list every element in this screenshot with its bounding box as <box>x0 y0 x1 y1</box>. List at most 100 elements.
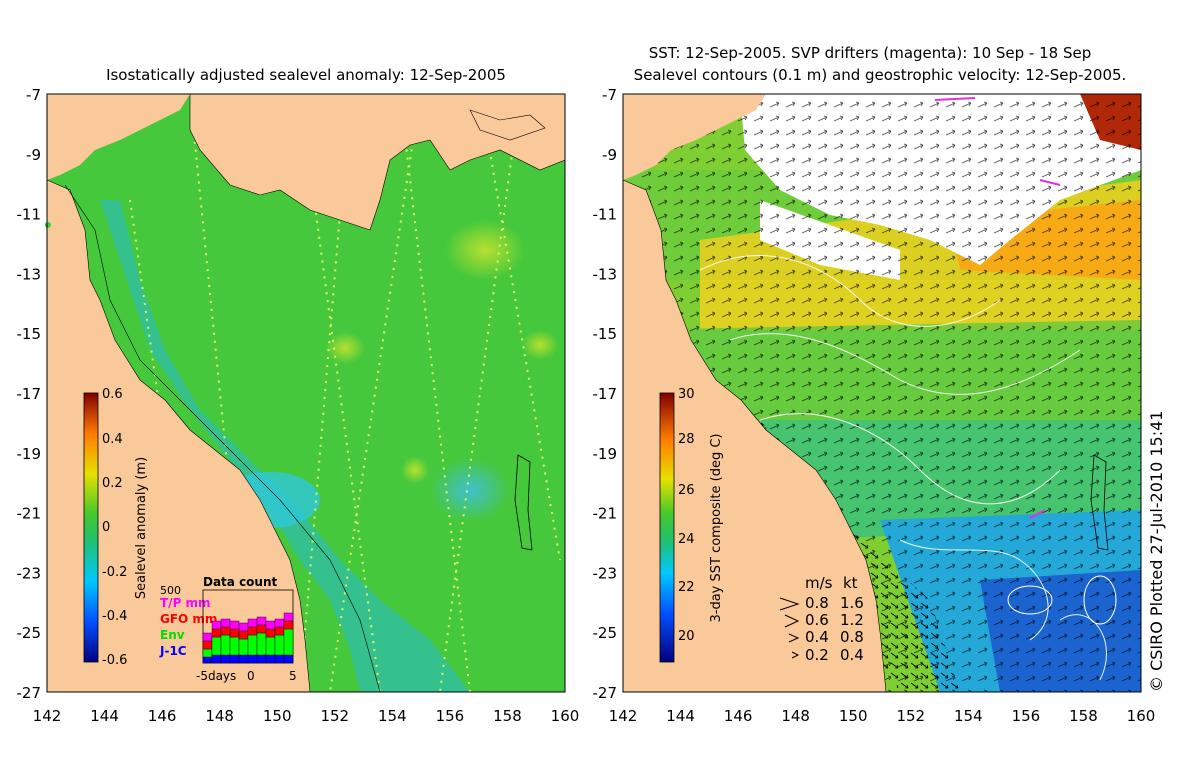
data-count-bar-segment <box>256 632 267 656</box>
right-x-tick-label: 152 <box>896 707 925 725</box>
data-count-max: 500 <box>160 584 181 597</box>
legend-j1c: J-1C <box>159 644 187 658</box>
data-count-bar-segment <box>220 618 231 628</box>
left-cb-tick: -0.6 <box>102 653 127 668</box>
right-cb-tick: 26 <box>678 483 695 498</box>
data-count-bar-segment <box>283 612 294 622</box>
left-land-australia <box>46 179 311 693</box>
right-x-tick-label: 142 <box>609 707 638 725</box>
left-x-tick-label: 144 <box>90 707 119 725</box>
right-title-1: SST: 12-Sep-2005. SVP drifters (magenta)… <box>649 44 1091 62</box>
data-count-bar-segment <box>247 626 258 636</box>
data-count-title: Data count <box>203 575 278 589</box>
velocity-legend-arrow <box>784 614 800 628</box>
right-cb-tick: 30 <box>678 387 695 402</box>
left-x-tick-label: 146 <box>148 707 177 725</box>
left-land-cape-york-top <box>47 94 190 180</box>
left-y-tick-label: -19 <box>17 445 42 463</box>
data-count-bar-segment <box>211 628 222 638</box>
right-y-tick-label: -11 <box>593 206 618 224</box>
data-count-x-left: -5days <box>196 669 236 683</box>
data-count-bar-segment <box>211 620 222 630</box>
left-high-anomaly-4 <box>401 456 429 484</box>
contour-eddy-2 <box>1083 575 1117 625</box>
right-x-tick-label: 146 <box>724 707 753 725</box>
sealevel-contours <box>699 255 1107 681</box>
data-count-bar-segment <box>229 628 240 638</box>
right-y-tick-label: -13 <box>593 265 618 283</box>
right-y-tick-label: -21 <box>593 505 618 523</box>
left-x-tick-label: 160 <box>551 707 580 725</box>
left-land-island-north <box>469 109 546 141</box>
data-count-bar-segment <box>238 638 249 656</box>
left-cb-tick: 0.4 <box>102 432 123 447</box>
axes: 142 144 146 148 150 152 154 156 158 160 -7 -9 -11 -13… <box>17 86 1156 725</box>
data-count-bar-segment <box>256 624 267 634</box>
data-count-bar-segment <box>238 622 249 632</box>
left-y-tick-label: -23 <box>17 564 42 582</box>
data-count-bar-segment <box>256 616 267 626</box>
right-map <box>622 93 1142 693</box>
velocity-legend-kt: 0.8 <box>840 628 864 646</box>
data-count-bar-segment <box>274 626 285 636</box>
data-count-bar-segment <box>202 632 213 642</box>
right-y-tick-label: -9 <box>602 146 617 164</box>
velocity-legend-header-ms: m/s <box>805 574 833 592</box>
right-x-tick-label: 150 <box>839 707 868 725</box>
data-count-bar-segment <box>265 636 276 656</box>
right-land-cape-york-top <box>623 94 766 180</box>
data-count-bar-segment <box>229 654 240 664</box>
left-reef-new-caledonia <box>514 454 533 551</box>
data-count-bar-segment <box>202 648 213 658</box>
right-cb-tick: 22 <box>678 580 695 595</box>
right-colorbar-ramp <box>659 392 675 663</box>
right-x-tick-label: 148 <box>781 707 810 725</box>
left-map <box>45 93 566 693</box>
data-count-bar-segment <box>274 618 285 628</box>
left-cb-tick: 0 <box>102 520 110 535</box>
data-count-bars <box>202 612 294 664</box>
left-x-tick-label: 154 <box>378 707 407 725</box>
velocity-legend-arrow <box>791 651 800 659</box>
left-land-png <box>189 93 566 231</box>
contour-eddy-1 <box>1007 585 1053 615</box>
left-y-tick-label: -21 <box>17 505 42 523</box>
credit-text: © CSIRO Plotted 27-Jul-2010 15:41 <box>1147 411 1166 692</box>
right-cb-tick: 24 <box>678 532 695 547</box>
left-colorbar: 0.6 0.4 0.2 0 -0.2 -0.4 -0.6 Sealevel an… <box>83 387 149 668</box>
data-count-bar-segment <box>202 656 213 664</box>
velocity-legend: m/s kt 0.8 1.6 0.6 1.2 0.4 0.8 0.2 0.4 <box>779 574 864 664</box>
data-count-bar-segment <box>256 654 267 664</box>
right-y-tick-label: -19 <box>593 445 618 463</box>
left-title: Isostatically adjusted sealevel anomaly:… <box>106 66 506 84</box>
right-title-2: Sealevel contours (0.1 m) and geostrophi… <box>634 66 1127 84</box>
velocity-legend-arrow <box>779 597 800 611</box>
left-edge-blob <box>45 222 51 228</box>
velocity-legend-arrow <box>788 633 800 643</box>
left-cb-tick: -0.4 <box>102 609 127 624</box>
right-x-tick-label: 158 <box>1069 707 1098 725</box>
left-cb-tick: 0.6 <box>102 387 123 402</box>
left-y-tick-label: -11 <box>17 206 42 224</box>
right-x-tick-label: 144 <box>666 707 695 725</box>
left-x-tick-label: 156 <box>436 707 465 725</box>
left-y-tick-label: -17 <box>17 385 42 403</box>
left-y-tick-label: -7 <box>26 86 41 104</box>
right-y-tick-label: -17 <box>593 385 618 403</box>
left-low-anomaly-2 <box>430 458 510 522</box>
left-x-tick-label: 158 <box>493 707 522 725</box>
left-x-tick-label: 148 <box>205 707 234 725</box>
data-count-bar-segment <box>238 630 249 640</box>
data-count-bar-segment <box>238 654 249 664</box>
left-y-tick-label: -27 <box>17 684 42 702</box>
left-x-tick-label: 142 <box>33 707 62 725</box>
data-count-bar-segment <box>229 620 240 630</box>
data-count-bar-segment <box>202 640 213 650</box>
data-count-bar-segment <box>211 654 222 664</box>
data-count-bar-segment <box>220 626 231 636</box>
left-cb-tick: -0.2 <box>102 565 127 580</box>
velocity-legend-kt: 1.6 <box>840 594 864 612</box>
right-y-tick-label: -23 <box>593 564 618 582</box>
data-count-bar-segment <box>265 654 276 664</box>
